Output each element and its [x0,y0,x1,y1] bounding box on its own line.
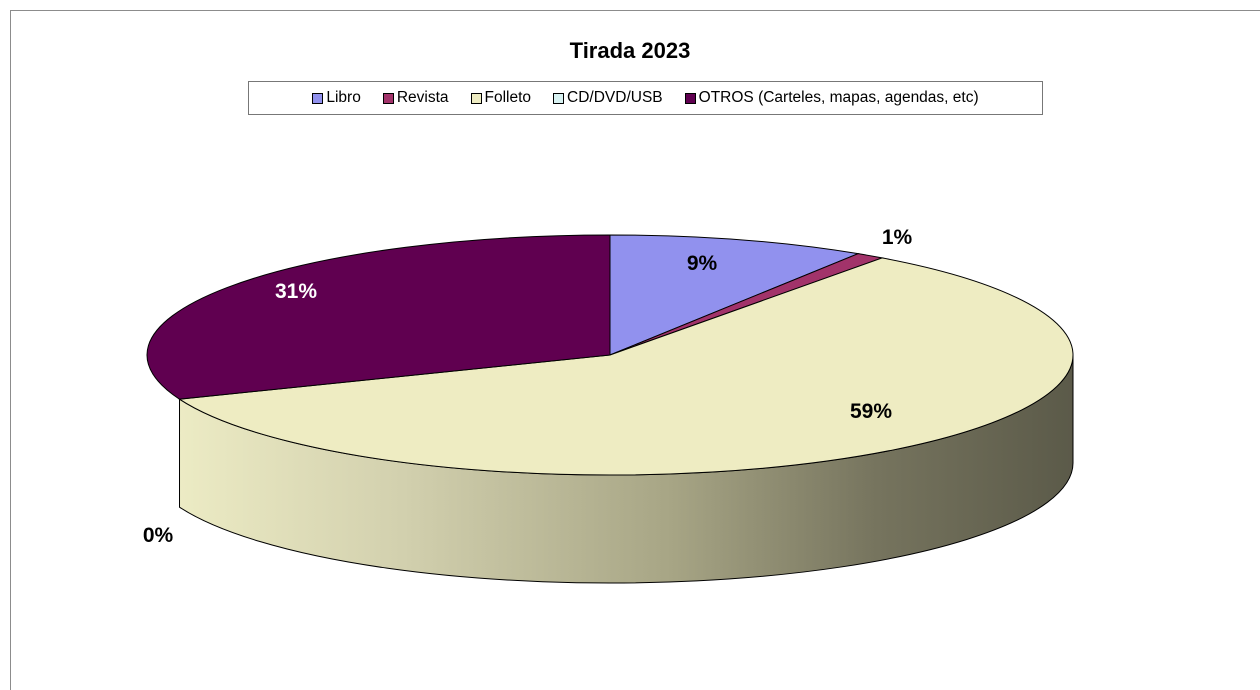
legend-label-otros: OTROS (Carteles, mapas, agendas, etc) [698,89,979,106]
legend-item-revista: Revista [382,89,449,107]
legend-item-cd-dvd-usb: CD/DVD/USB [553,89,663,107]
legend-label-folleto: Folleto [484,89,532,106]
legend-swatch-otros [684,92,696,104]
legend-label-cd-dvd-usb: CD/DVD/USB [567,89,663,106]
pie-slice-otros [146,234,611,400]
legend-label-libro: Libro [326,89,361,106]
chart-legend: Libro Revista Folleto CD/DVD/USB OTROS (… [248,81,1043,115]
legend-swatch-revista [382,92,394,104]
data-label-revista: 1% [882,226,913,249]
legend-swatch-libro [312,92,324,104]
pie-chart: 9% 1% 59% 0% 31% [143,226,1074,584]
legend-swatch-cd-dvd-usb [553,92,565,104]
data-label-cd-dvd-usb: 0% [143,524,174,547]
legend-item-otros: OTROS (Carteles, mapas, agendas, etc) [684,89,979,107]
legend-item-libro: Libro [312,89,361,107]
legend-swatch-folleto [470,92,482,104]
legend-item-folleto: Folleto [470,89,532,107]
pie-top-layer [146,234,1074,476]
data-label-folleto: 59% [850,400,892,423]
chart-frame [10,10,1260,690]
pie-slice-folleto [178,257,1074,476]
chart-title: Tirada 2023 [569,38,691,63]
pie-label-layer: 9% 1% 59% 0% 31% [143,226,913,547]
pie-slice-libro [609,234,860,356]
data-label-otros: 31% [275,280,317,303]
data-label-libro: 9% [687,252,718,275]
legend-label-revista: Revista [396,89,449,106]
